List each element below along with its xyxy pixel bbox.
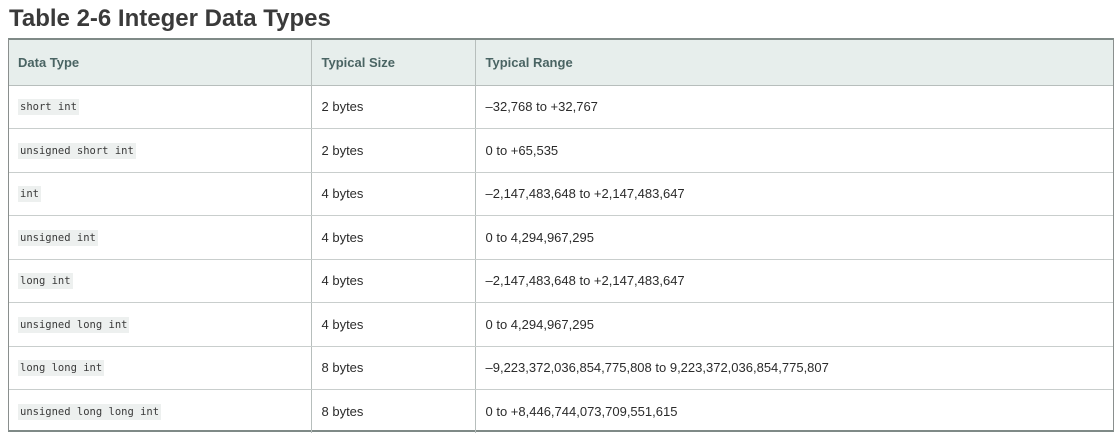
table-caption: Table 2-6 Integer Data Types (9, 5, 331, 32)
typical-range-cell: –2,147,483,648 to +2,147,483,647 (475, 172, 1113, 216)
data-type-cell: unsigned int (9, 215, 312, 260)
typical-size-cell: 2 bytes (311, 85, 476, 129)
typical-size-cell: 4 bytes (311, 172, 476, 216)
data-type-cell: int (9, 172, 312, 216)
typical-range-cell: 0 to +8,446,744,073,709,551,615 (485, 404, 678, 419)
typical-range-cell: 0 to +65,535 (475, 128, 1113, 173)
typical-range-cell: –2,147,483,648 to +2,147,483,647 (475, 259, 1113, 303)
data-type-cell: unsigned long int (9, 302, 312, 347)
typical-size-cell: 4 bytes (311, 302, 476, 347)
data-type-code: unsigned int (18, 229, 98, 246)
header-data-type: Data Type (9, 40, 312, 86)
typical-size-cell: 8 bytes (311, 346, 476, 390)
table-header: Data Type Typical Size Typical Range (9, 40, 1113, 86)
header-typical-size: Typical Size (311, 40, 476, 86)
header-row: Data Type Typical Size Typical Range (9, 40, 1113, 86)
table-row: unsigned int 4 bytes 0 to 4,294,967,295 (9, 215, 1113, 260)
table-row: unsigned long int 4 bytes 0 to 4,294,967… (9, 302, 1113, 347)
data-type-code: int (18, 186, 41, 203)
typical-range-cell: 0 to 4,294,967,295 (475, 215, 1113, 260)
data-type-cell: unsigned long long int (9, 389, 312, 433)
typical-size-cell: 8 bytes (311, 389, 476, 433)
data-type-cell: short int (9, 85, 312, 129)
header-typical-range: Typical Range (475, 40, 1113, 86)
table-row: short int 2 bytes –32,768 to +32,767 (9, 85, 1113, 129)
typical-range-cell: 0 to 4,294,967,295 (475, 302, 1113, 347)
table-row: unsigned short int 2 bytes 0 to +65,535 (9, 128, 1113, 173)
table-row: long long int 8 bytes –9,223,372,036,854… (9, 346, 1113, 390)
typical-size-cell: 4 bytes (311, 259, 476, 303)
typical-range-cell: –9,223,372,036,854,775,808 to 9,223,372,… (475, 346, 1113, 390)
data-type-code: long long int (18, 360, 105, 377)
data-type-cell: long long int (9, 346, 312, 390)
data-type-cell: unsigned short int (9, 128, 312, 173)
typical-size-cell: 4 bytes (311, 215, 476, 260)
data-type-code: unsigned long long int (18, 404, 162, 420)
integer-data-types-table: Data Type Typical Size Typical Range sho… (8, 38, 1114, 433)
typical-size-cell: 2 bytes (311, 128, 476, 173)
table-row: int 4 bytes –2,147,483,648 to +2,147,483… (9, 172, 1113, 216)
table-body: short int 2 bytes –32,768 to +32,767 uns… (9, 85, 1113, 433)
data-type-cell: long int (9, 259, 312, 303)
data-type-code: unsigned long int (18, 316, 130, 333)
table-row: unsigned long long int 8 bytes 0 to +8,4… (9, 389, 1113, 433)
table-row: long int 4 bytes –2,147,483,648 to +2,14… (9, 259, 1113, 303)
data-type-code: unsigned short int (18, 142, 136, 159)
data-type-code: long int (18, 273, 73, 290)
data-type-code: short int (18, 99, 79, 116)
typical-range-cell: –32,768 to +32,767 (475, 85, 1113, 129)
data-table: Data Type Typical Size Typical Range sho… (9, 40, 1113, 433)
